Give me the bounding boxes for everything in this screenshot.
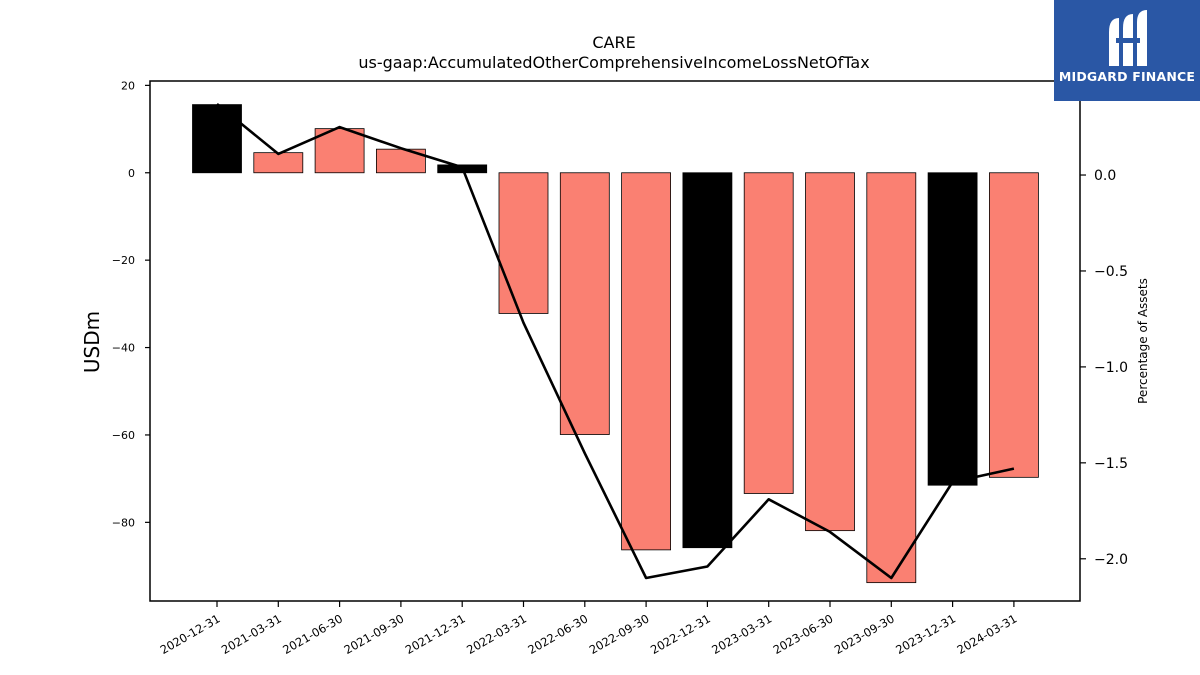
y2-tick-label: −1.0 [1094,360,1128,376]
x-tick-label: 2022-06-30 [525,611,590,657]
y-tick-label: −20 [112,254,135,267]
bar-2024-03-31 [989,172,1039,478]
x-tick-label: 2021-12-31 [403,611,468,657]
y2-tick-label: 0.0 [1094,168,1116,184]
y-tick-label: −60 [112,429,135,442]
bar-2021-06-30 [314,128,365,174]
x-tick-label: 2023-03-31 [709,611,774,657]
x-tick-label: 2023-06-30 [771,611,836,657]
percentage-line [216,102,1015,580]
midgard-finance-logo: MIDGARD FINANCE [1054,0,1200,101]
bar-2022-09-30 [621,172,671,551]
logo-text: MIDGARD FINANCE [1058,69,1196,84]
plot-frame [149,80,1081,602]
y2-tick-label: −2.0 [1094,552,1128,568]
bar-2021-03-31 [253,152,304,174]
bar-2023-03-31 [743,172,794,494]
y-tick-label: −40 [112,342,135,355]
x-axis-ticks: 2020-12-312021-03-312021-06-302021-09-30… [158,601,1020,657]
bar-2023-06-30 [805,172,855,532]
x-tick-label: 2021-03-31 [219,611,284,657]
y-tick-label: −80 [112,516,135,529]
chart-subtitle: us-gaap:AccumulatedOtherComprehensiveInc… [358,53,869,72]
bar-2023-12-31 [927,172,978,486]
left-axis-ticks: 20 0 −20 −40 −60 −80 [112,79,150,529]
y-tick-label: 0 [128,167,135,180]
x-tick-label: 2023-12-31 [893,611,958,657]
x-tick-label: 2024-03-31 [955,611,1020,657]
percentage-line-layer [216,102,1015,580]
bars [192,104,1039,584]
bar-2022-06-30 [559,172,610,435]
midgard-logo-icon [1109,10,1147,66]
y2-tick-label: −1.5 [1094,456,1128,472]
chart-title: CARE [592,33,635,52]
right-axis-ticks: 0.0 −0.5 −1.0 −1.5 −2.0 [1080,168,1128,568]
x-tick-label: 2021-09-30 [342,611,407,657]
y-tick-label: 20 [121,79,135,92]
x-tick-label: 2022-09-30 [587,611,652,657]
y2-axis-label: Percentage of Assets [1136,278,1150,404]
x-tick-label: 2021-06-30 [280,611,345,657]
y2-tick-label: −0.5 [1094,264,1128,280]
x-tick-label: 2022-03-31 [464,611,529,657]
y-axis-label: USDm [80,311,104,373]
bar-2023-09-30 [866,172,917,584]
bar-2020-12-31 [192,104,242,174]
x-tick-label: 2020-12-31 [158,611,223,657]
x-tick-label: 2022-12-31 [648,611,713,657]
bar-2022-03-31 [498,172,549,314]
bar-2022-12-31 [682,172,733,549]
x-tick-label: 2023-09-30 [832,611,897,657]
